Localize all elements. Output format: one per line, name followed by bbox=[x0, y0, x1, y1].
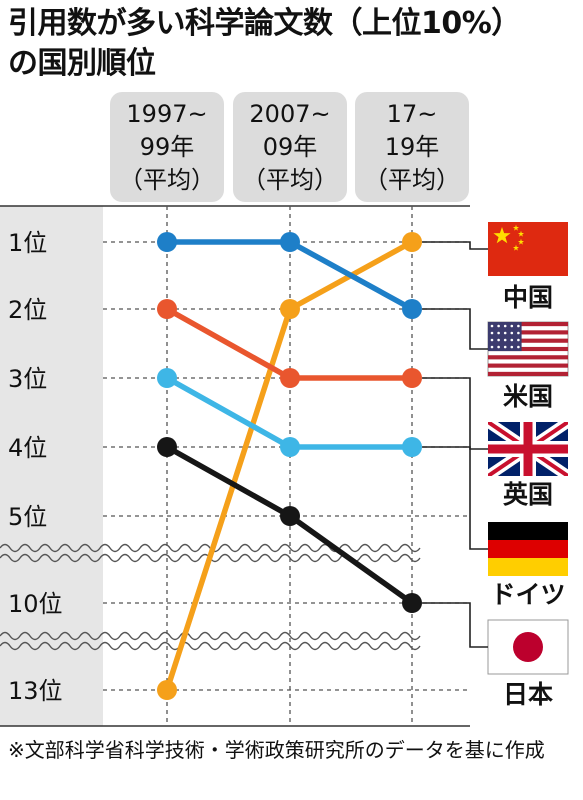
data-point-uk-1997-99 bbox=[157, 299, 177, 319]
china-flag-big-star bbox=[493, 227, 511, 244]
germany-flag-red-band bbox=[488, 540, 568, 558]
series-line-germany bbox=[164, 375, 415, 450]
uk-flag-body bbox=[488, 422, 568, 476]
china-flag bbox=[488, 222, 568, 276]
data-point-usa-2007-09 bbox=[280, 232, 300, 252]
data-point-china-1997-99 bbox=[157, 680, 177, 700]
country-label-usa: 米国 bbox=[503, 382, 553, 411]
uk-flag-red-cross bbox=[488, 422, 568, 476]
period-header-1997-99 bbox=[110, 92, 224, 202]
data-point-japan-2017-19 bbox=[402, 593, 422, 613]
usa-flag-star-2-3 bbox=[510, 338, 514, 342]
period-label-2007-09-line-1: 2007~ bbox=[249, 100, 330, 128]
leader-line-usa bbox=[422, 308, 488, 350]
rank-label-2: 2位 bbox=[8, 296, 47, 324]
usa-flag-star-0-4 bbox=[517, 324, 520, 328]
china-flag-small-star-4 bbox=[512, 244, 520, 251]
leader-line-uk bbox=[422, 377, 488, 450]
chart-title: 引用数が多い科学論文数（上位10%） の国別順位 bbox=[8, 4, 578, 84]
data-point-china-2017-19 bbox=[402, 232, 422, 252]
usa-flag-star-2-2 bbox=[503, 338, 507, 342]
usa-flag-stripe-6 bbox=[488, 346, 568, 352]
germany-flag bbox=[488, 522, 568, 576]
period-header-2007-09 bbox=[233, 92, 347, 202]
series-line-usa bbox=[164, 239, 415, 312]
usa-flag-stripe-8 bbox=[488, 355, 568, 360]
rank-label-4: 4位 bbox=[8, 434, 47, 462]
country-label-uk: 英国 bbox=[503, 480, 553, 509]
rank-label-1: 1位 bbox=[8, 229, 47, 257]
data-point-uk-2017-19 bbox=[402, 368, 422, 388]
data-point-china-2007-09 bbox=[280, 299, 300, 319]
japan-flag-disc bbox=[513, 632, 543, 662]
china-flag-field bbox=[488, 222, 568, 276]
usa-flag bbox=[487, 321, 569, 377]
title-line-2: の国別順位 bbox=[8, 46, 156, 81]
usa-flag-star-2-4 bbox=[517, 338, 520, 342]
data-point-germany-1997-99 bbox=[157, 368, 177, 388]
rank-chart: 1997~ 99年 （平均） 2007~ 09年 （平均） 17~ 19年 （平均） 1位 2位 3… bbox=[0, 92, 569, 727]
title-line-1: 引用数が多い科学論文数（上位10%） bbox=[8, 6, 521, 41]
usa-flag-stripe-12 bbox=[488, 371, 568, 376]
china-flag-small-star-3 bbox=[517, 238, 525, 245]
usa-flag-star-1-4 bbox=[517, 331, 520, 335]
period-label-1997-99-line-3: （平均） bbox=[119, 166, 215, 194]
usa-flag-star-2-1 bbox=[497, 338, 500, 342]
country-label-japan: 日本 bbox=[503, 680, 553, 709]
period-label-2007-09-line-2: 09年 bbox=[263, 133, 318, 161]
usa-flag-stripe-10 bbox=[488, 363, 568, 368]
rank-label-3: 3位 bbox=[8, 365, 47, 393]
axis-break-wave-4 bbox=[0, 641, 421, 651]
usa-flag-stripe-4 bbox=[488, 338, 568, 343]
source-footnote: ※文部科学省科学技術・学術政策研究所のデータを基に作成 bbox=[8, 738, 545, 762]
usa-flag-star-2-0 bbox=[490, 338, 494, 342]
usa-flag-star-0-3 bbox=[510, 324, 514, 328]
data-point-usa-2017-19 bbox=[402, 299, 422, 319]
usa-flag-stripe-2 bbox=[488, 330, 568, 335]
leader-line-germany bbox=[422, 446, 488, 550]
period-label-1997-99-line-2: 99年 bbox=[140, 133, 195, 161]
data-point-germany-2017-19 bbox=[402, 437, 422, 457]
data-point-japan-2007-09 bbox=[280, 506, 300, 526]
data-point-germany-2007-09 bbox=[280, 437, 300, 457]
usa-flag-star-0-2 bbox=[503, 324, 507, 328]
usa-flag-star-1-0 bbox=[490, 331, 494, 335]
germany-flag-gold-band bbox=[488, 558, 568, 576]
china-flag-small-star-2 bbox=[517, 230, 525, 237]
usa-flag-star-0-0 bbox=[490, 324, 494, 328]
uk-flag bbox=[488, 422, 568, 476]
country-label-china: 中国 bbox=[503, 283, 553, 312]
germany-flag-black-band bbox=[488, 522, 568, 540]
data-point-usa-1997-99 bbox=[157, 232, 177, 252]
country-label-germany: ドイツ bbox=[490, 580, 565, 609]
rank-label-10: 10位 bbox=[8, 590, 63, 618]
usa-flag-stripe-0 bbox=[488, 322, 568, 327]
rank-label-5: 5位 bbox=[8, 503, 47, 531]
usa-flag-star-3-2 bbox=[503, 345, 507, 349]
usa-flag-star-3-3 bbox=[510, 345, 514, 349]
usa-flag-star-3-1 bbox=[497, 345, 500, 349]
usa-flag-star-1-1 bbox=[497, 331, 500, 335]
usa-flag-star-3-0 bbox=[490, 345, 494, 349]
usa-flag-star-1-2 bbox=[503, 331, 507, 335]
axis-break-wave-3 bbox=[0, 631, 421, 641]
china-flag-small-star-1 bbox=[512, 224, 520, 231]
leader-line-china bbox=[422, 241, 488, 250]
japan-flag bbox=[487, 619, 569, 675]
usa-flag-star-0-1 bbox=[497, 324, 500, 328]
leader-line-japan bbox=[422, 602, 488, 648]
usa-flag-star-1-3 bbox=[510, 331, 514, 335]
period-label-2017-19-line-3: （平均） bbox=[364, 166, 460, 194]
period-label-2017-19-line-2: 19年 bbox=[385, 133, 440, 161]
data-point-uk-2007-09 bbox=[280, 368, 300, 388]
period-label-2007-09-line-3: （平均） bbox=[242, 166, 338, 194]
period-label-2017-19-line-1: 17~ bbox=[387, 100, 438, 128]
rank-label-13: 13位 bbox=[8, 677, 63, 705]
period-label-1997-99-line-1: 1997~ bbox=[126, 100, 207, 128]
usa-flag-star-3-4 bbox=[517, 345, 520, 349]
period-header-2017-19 bbox=[355, 92, 469, 202]
data-point-japan-1997-99 bbox=[157, 437, 177, 457]
